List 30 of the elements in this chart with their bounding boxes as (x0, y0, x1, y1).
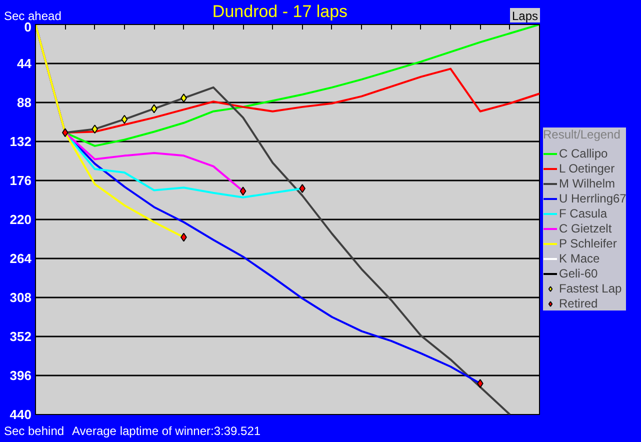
y-tick-label: 132 (10, 134, 32, 149)
legend-label: Fastest Lap (559, 282, 622, 296)
y-tick-label: 440 (10, 407, 32, 422)
legend-label: P Schleifer (559, 236, 617, 250)
y-tick-label: 88 (17, 95, 32, 110)
text: Sec behind (4, 423, 64, 440)
chart-title: Dundrod - 17 laps (212, 2, 348, 21)
legend-label: L Oetinger (559, 162, 615, 176)
legend-title: Result/Legend (543, 128, 622, 142)
legend-label: M Wilhelm (559, 176, 615, 190)
x-axis-title: Laps (510, 8, 540, 26)
y-tick-label: 44 (17, 56, 32, 71)
y-tick-label: 352 (10, 329, 32, 344)
point (62, 128, 68, 138)
y-tick-label: 308 (10, 290, 32, 305)
y-tick-label: 264 (10, 251, 32, 266)
legend-label: U Herrling67 (559, 192, 626, 206)
y-tick-label: 176 (10, 173, 32, 188)
point (150, 104, 158, 114)
y-tick-label: 396 (10, 368, 32, 383)
y-tick-label: 220 (10, 212, 32, 227)
point (121, 114, 128, 124)
legend-label: Geli-60 (559, 266, 598, 280)
legend-label: Retired (559, 296, 598, 310)
legend-label: F Casula (559, 206, 608, 220)
point (240, 186, 246, 196)
legend-label: C Callipo (559, 146, 608, 160)
legend-label: C Gietzelt (559, 222, 612, 236)
text: Average laptime of winner:3:39.521 (72, 423, 261, 440)
legend-label: K Mace (559, 252, 600, 266)
